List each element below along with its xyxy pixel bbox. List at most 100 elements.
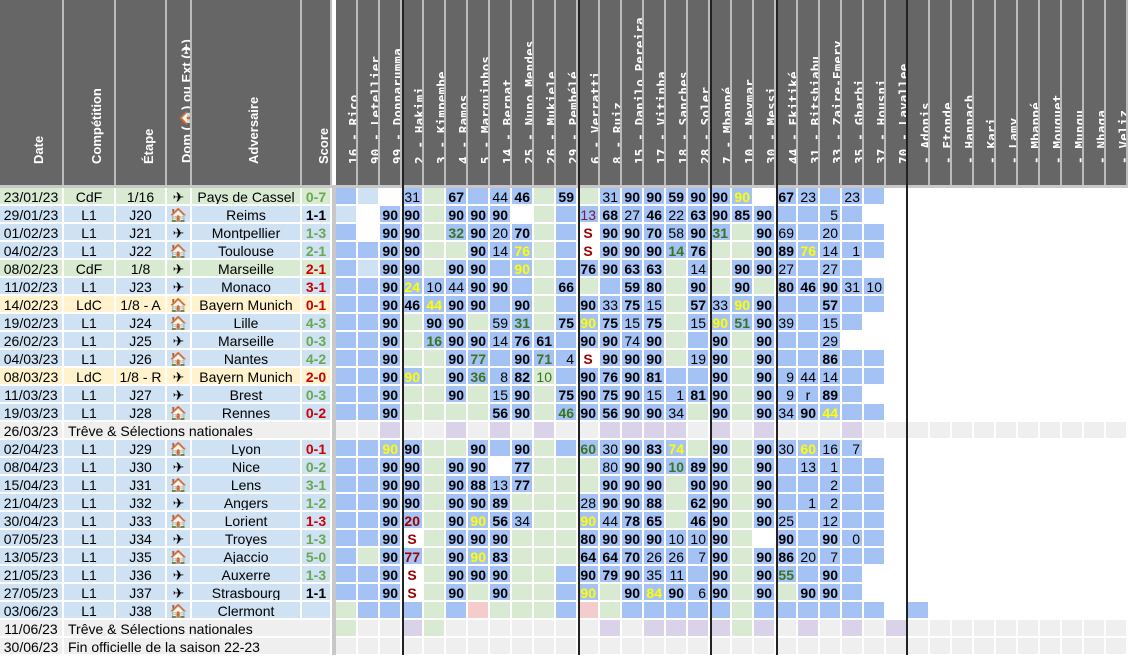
lineup-cell[interactable]: 90 bbox=[754, 476, 776, 494]
lineup-cell[interactable] bbox=[556, 242, 578, 260]
lineup-cell[interactable] bbox=[688, 332, 710, 350]
lineup-cell[interactable] bbox=[930, 350, 952, 368]
lineup-cell[interactable] bbox=[1106, 584, 1128, 602]
lineup-cell[interactable]: 14 bbox=[490, 242, 512, 260]
lineup-cell[interactable] bbox=[886, 602, 908, 620]
lineup-cell[interactable] bbox=[1084, 422, 1106, 440]
lineup-cell[interactable] bbox=[512, 620, 534, 638]
lineup-cell[interactable] bbox=[776, 584, 798, 602]
lineup-cell[interactable] bbox=[424, 602, 446, 620]
lineup-cell[interactable] bbox=[358, 584, 380, 602]
lineup-cell[interactable]: 23 bbox=[842, 188, 864, 206]
lineup-cell[interactable] bbox=[1062, 440, 1084, 458]
lineup-cell[interactable] bbox=[666, 512, 688, 530]
lineup-cell[interactable] bbox=[798, 638, 820, 656]
lineup-cell[interactable] bbox=[490, 638, 512, 656]
lineup-cell[interactable]: 80 bbox=[776, 278, 798, 296]
lineup-cell[interactable] bbox=[358, 476, 380, 494]
lineup-cell[interactable]: 90 bbox=[688, 278, 710, 296]
lineup-cell[interactable]: 90 bbox=[644, 530, 666, 548]
lineup-cell[interactable] bbox=[534, 296, 556, 314]
lineup-cell[interactable] bbox=[1040, 620, 1062, 638]
lineup-cell[interactable]: 75 bbox=[556, 386, 578, 404]
lineup-cell[interactable] bbox=[974, 458, 996, 476]
lineup-cell[interactable] bbox=[864, 494, 886, 512]
lineup-cell[interactable]: 90 bbox=[446, 260, 468, 278]
lineup-cell[interactable]: 77 bbox=[512, 458, 534, 476]
lineup-cell[interactable]: 81 bbox=[644, 368, 666, 386]
lineup-cell[interactable]: 7 bbox=[842, 440, 864, 458]
lineup-cell[interactable]: 90 bbox=[380, 386, 402, 404]
lineup-cell[interactable] bbox=[1018, 188, 1040, 206]
lineup-cell[interactable] bbox=[336, 620, 358, 638]
lineup-cell[interactable] bbox=[732, 530, 754, 548]
lineup-cell[interactable]: 90 bbox=[710, 584, 732, 602]
lineup-cell[interactable] bbox=[1018, 476, 1040, 494]
lineup-cell[interactable]: 90 bbox=[754, 224, 776, 242]
lineup-cell[interactable] bbox=[666, 314, 688, 332]
lineup-cell[interactable]: 90 bbox=[468, 548, 490, 566]
lineup-cell[interactable]: 90 bbox=[446, 494, 468, 512]
lineup-cell[interactable] bbox=[556, 602, 578, 620]
lineup-cell[interactable] bbox=[1106, 296, 1128, 314]
lineup-cell[interactable]: 20 bbox=[402, 512, 424, 530]
lineup-cell[interactable]: 88 bbox=[468, 476, 490, 494]
lineup-cell[interactable] bbox=[886, 350, 908, 368]
lineup-cell[interactable] bbox=[336, 404, 358, 422]
lineup-cell[interactable] bbox=[754, 530, 776, 548]
lineup-cell[interactable] bbox=[842, 638, 864, 656]
lineup-cell[interactable]: 90 bbox=[402, 368, 424, 386]
lineup-cell[interactable]: 60 bbox=[578, 440, 600, 458]
lineup-cell[interactable] bbox=[534, 278, 556, 296]
lineup-cell[interactable]: 90 bbox=[468, 458, 490, 476]
lineup-cell[interactable]: 90 bbox=[380, 350, 402, 368]
lineup-cell[interactable] bbox=[886, 440, 908, 458]
lineup-cell[interactable] bbox=[424, 386, 446, 404]
lineup-cell[interactable]: 1 bbox=[798, 494, 820, 512]
lineup-cell[interactable]: 10 bbox=[424, 278, 446, 296]
lineup-cell[interactable]: 90 bbox=[710, 512, 732, 530]
lineup-cell[interactable]: 90 bbox=[468, 332, 490, 350]
lineup-cell[interactable] bbox=[622, 620, 644, 638]
lineup-cell[interactable]: 44 bbox=[798, 368, 820, 386]
lineup-cell[interactable] bbox=[974, 548, 996, 566]
lineup-cell[interactable] bbox=[468, 620, 490, 638]
lineup-cell[interactable] bbox=[908, 386, 930, 404]
lineup-cell[interactable] bbox=[732, 386, 754, 404]
lineup-cell[interactable]: 90 bbox=[798, 404, 820, 422]
lineup-cell[interactable]: 90 bbox=[424, 314, 446, 332]
lineup-cell[interactable]: 74 bbox=[622, 332, 644, 350]
lineup-cell[interactable]: 90 bbox=[754, 386, 776, 404]
lineup-cell[interactable]: 86 bbox=[776, 548, 798, 566]
lineup-cell[interactable]: 46 bbox=[556, 404, 578, 422]
lineup-cell[interactable]: 26 bbox=[666, 548, 688, 566]
lineup-cell[interactable] bbox=[1018, 458, 1040, 476]
lineup-cell[interactable] bbox=[1062, 512, 1084, 530]
lineup-cell[interactable] bbox=[996, 404, 1018, 422]
lineup-cell[interactable]: 76 bbox=[600, 368, 622, 386]
lineup-cell[interactable]: 90 bbox=[622, 224, 644, 242]
lineup-cell[interactable] bbox=[666, 476, 688, 494]
lineup-cell[interactable] bbox=[358, 314, 380, 332]
lineup-cell[interactable] bbox=[930, 260, 952, 278]
header-player[interactable]: 30 - Messi bbox=[754, 0, 776, 185]
lineup-cell[interactable]: 90 bbox=[754, 260, 776, 278]
lineup-cell[interactable] bbox=[776, 494, 798, 512]
lineup-cell[interactable] bbox=[732, 548, 754, 566]
lineup-cell[interactable]: 26 bbox=[644, 548, 666, 566]
header-player[interactable]: 8 - Ruiz bbox=[600, 0, 622, 185]
lineup-cell[interactable] bbox=[336, 548, 358, 566]
lineup-cell[interactable] bbox=[842, 206, 864, 224]
lineup-cell[interactable] bbox=[886, 584, 908, 602]
lineup-cell[interactable]: 69 bbox=[776, 224, 798, 242]
lineup-cell[interactable] bbox=[578, 278, 600, 296]
lineup-cell[interactable] bbox=[886, 314, 908, 332]
lineup-cell[interactable] bbox=[798, 602, 820, 620]
lineup-cell[interactable] bbox=[974, 602, 996, 620]
header-player[interactable]: - Veliz bbox=[1106, 0, 1128, 185]
lineup-cell[interactable] bbox=[996, 620, 1018, 638]
lineup-cell[interactable] bbox=[402, 314, 424, 332]
lineup-cell[interactable] bbox=[358, 278, 380, 296]
lineup-cell[interactable] bbox=[930, 512, 952, 530]
lineup-cell[interactable] bbox=[578, 422, 600, 440]
